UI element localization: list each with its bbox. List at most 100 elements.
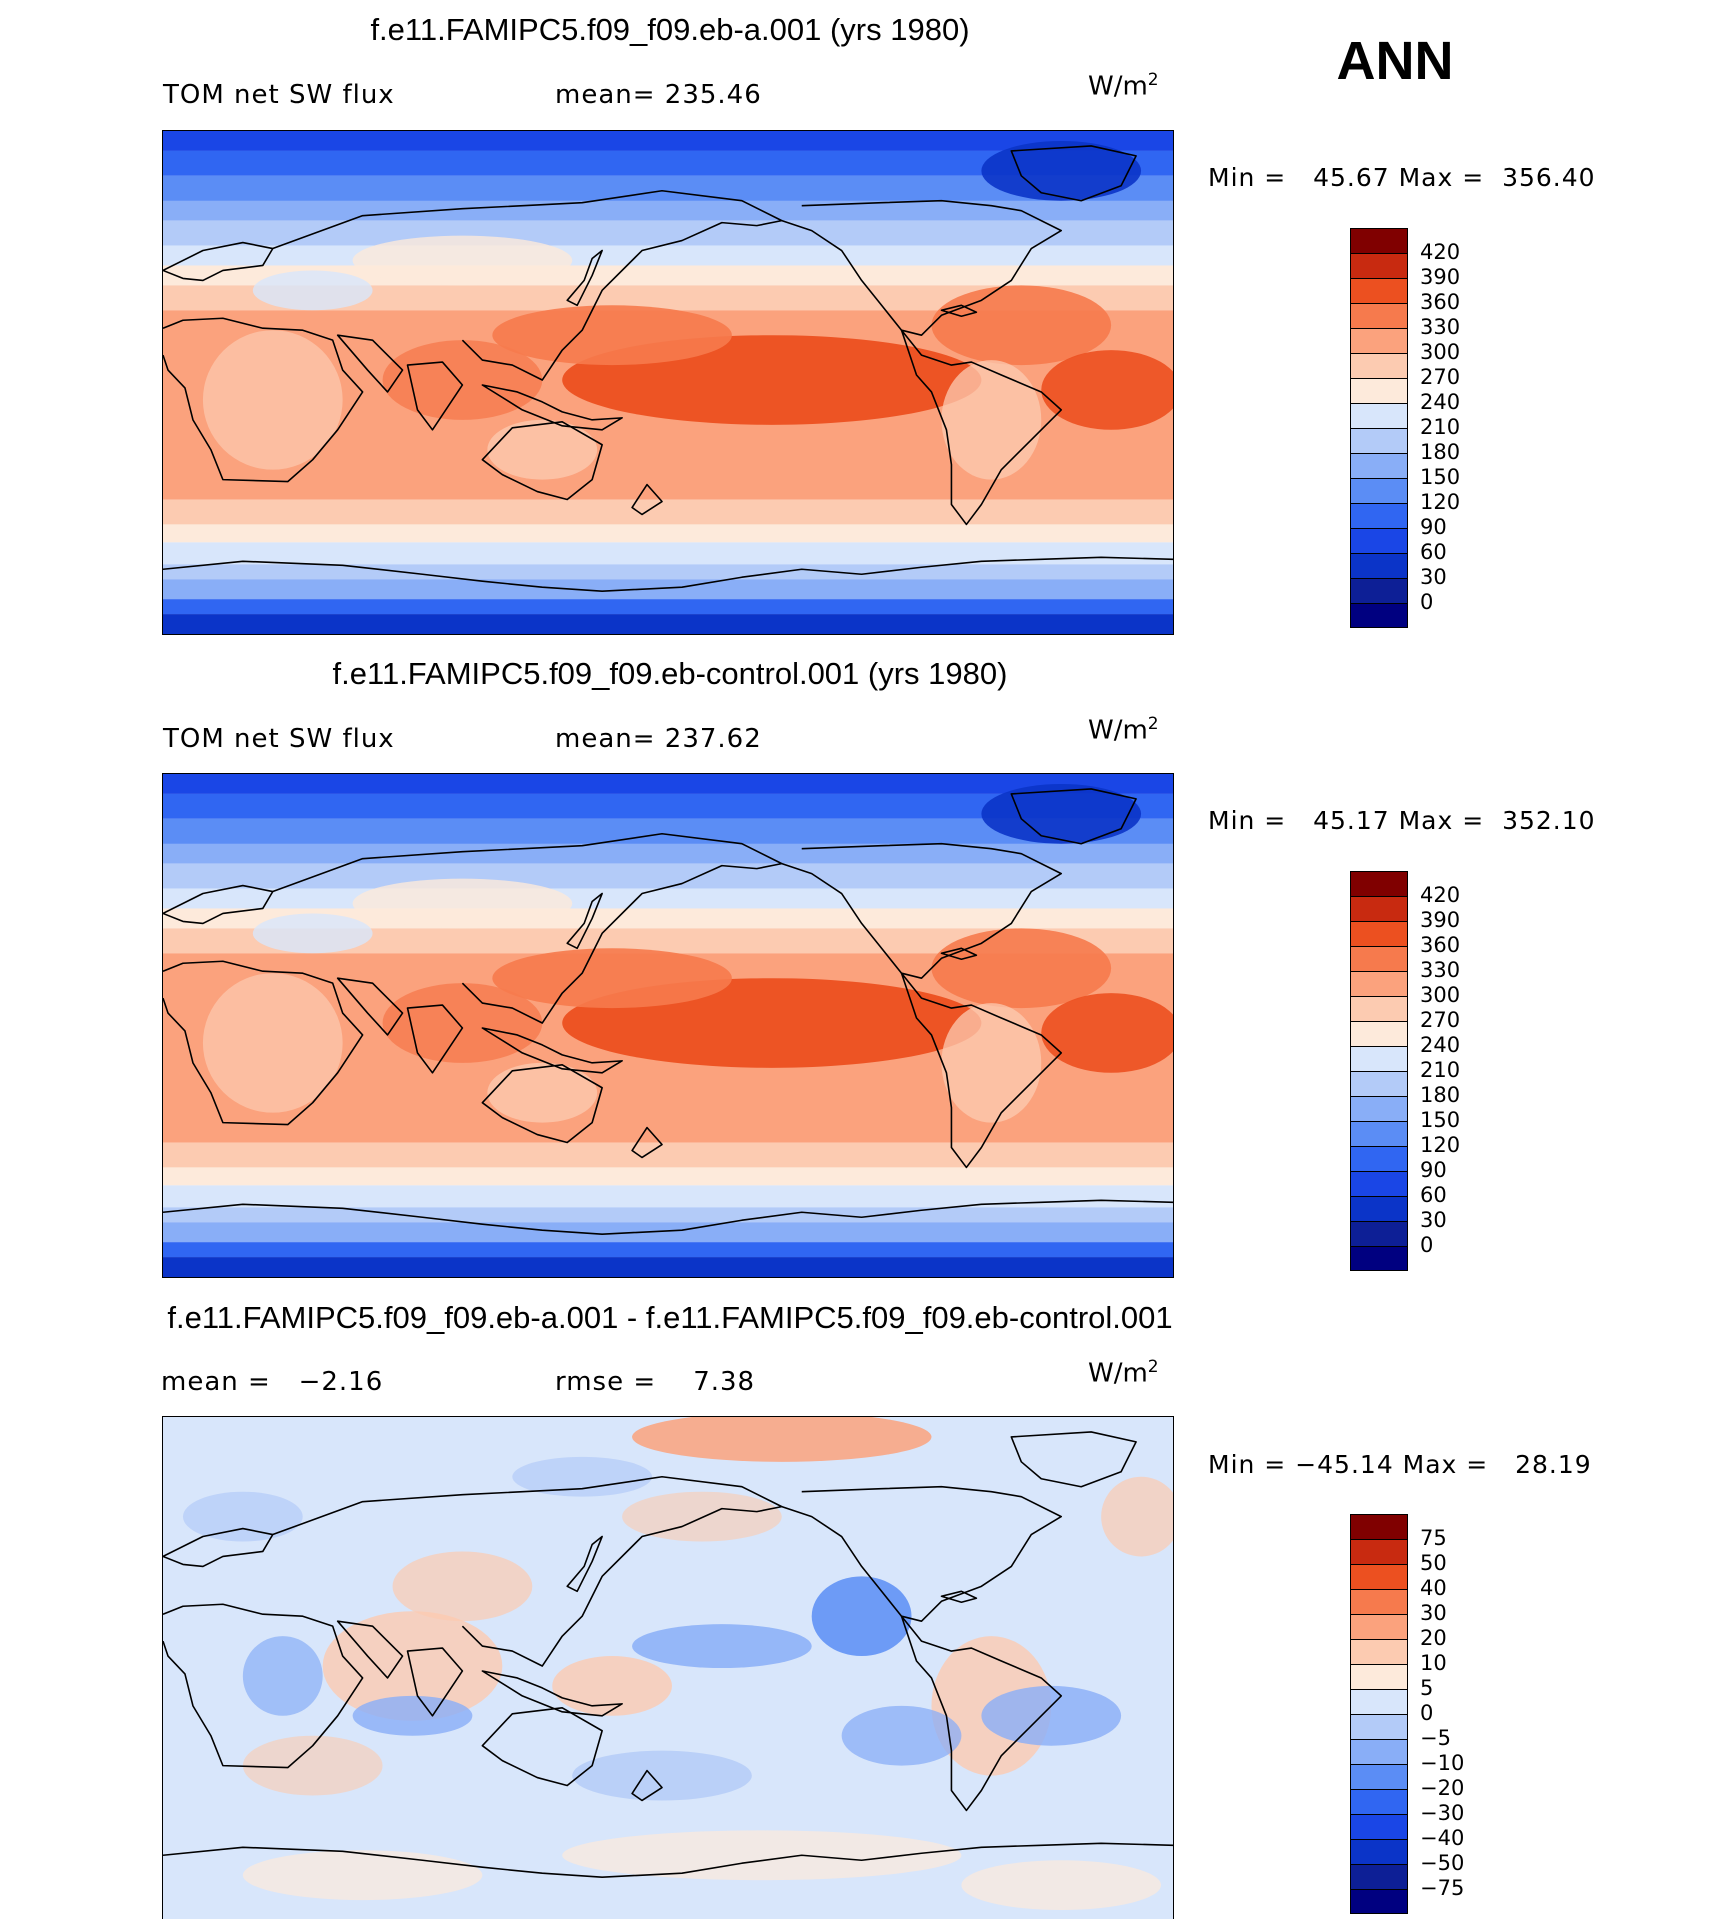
panel-2-mean-label: mean= 237.62 <box>555 724 762 754</box>
colorbar-swatch <box>1350 578 1408 603</box>
map-contour-region <box>931 285 1112 366</box>
colorbar-tick-label: 90 <box>1420 515 1447 539</box>
coastline <box>272 832 783 1024</box>
coastline <box>631 483 663 516</box>
colorbar-swatch <box>1350 921 1408 946</box>
map-contour-region <box>487 1062 598 1123</box>
panel-3-units: W/m2 <box>1088 1357 1159 1389</box>
colorbar-swatch <box>1350 1864 1408 1889</box>
colorbar-tick-label: 0 <box>1420 590 1434 614</box>
coastline <box>900 329 1063 526</box>
map-contour-region <box>1041 993 1173 1073</box>
coastline <box>631 1769 663 1802</box>
colorbar-tick-label: 330 <box>1420 958 1461 982</box>
coastline <box>163 241 274 282</box>
coastline <box>481 384 623 431</box>
colorbar-swatch <box>1350 1096 1408 1121</box>
season-label: ANN <box>1336 31 1454 91</box>
map-contour-region <box>322 1611 503 1721</box>
coastline <box>336 334 404 393</box>
coastline <box>481 1670 623 1717</box>
coastline <box>406 1647 464 1717</box>
coastline <box>163 317 364 483</box>
map-contour-region <box>492 305 732 366</box>
colorbar-tick-label: 240 <box>1420 1033 1461 1057</box>
map-contour-region <box>841 1705 962 1766</box>
panel-3-map <box>162 1416 1174 1919</box>
colorbar-tick-label: 210 <box>1420 415 1461 439</box>
colorbar-tick-label: 30 <box>1420 1601 1447 1625</box>
colorbar-swatch <box>1350 1171 1408 1196</box>
colorbar-swatch <box>1350 1514 1408 1539</box>
colorbar-swatch <box>1350 253 1408 278</box>
coastline <box>1010 145 1137 202</box>
map-contour-band <box>163 1142 1173 1168</box>
colorbar-swatch <box>1350 971 1408 996</box>
colorbar-tick-label: 40 <box>1420 1576 1447 1600</box>
map-contour-region <box>382 983 543 1063</box>
map-contour-region <box>622 1491 782 1542</box>
colorbar-swatch <box>1350 478 1408 503</box>
colorbar-tick-label: 30 <box>1420 1208 1447 1232</box>
map-contour-band <box>163 542 1173 565</box>
map-contour-region <box>552 1656 672 1716</box>
map-contour-region <box>352 1695 473 1736</box>
map-contour-region <box>941 360 1042 480</box>
colorbar-swatch <box>1350 1889 1408 1914</box>
colorbar-swatch <box>1350 871 1408 896</box>
colorbar-swatch <box>1350 1789 1408 1814</box>
coastline <box>336 1620 404 1679</box>
coastline <box>406 1004 464 1074</box>
map-contour-band <box>163 888 1173 909</box>
colorbar-swatch <box>1350 1714 1408 1739</box>
map-contour-region <box>252 913 373 954</box>
map-contour-band <box>163 774 1173 794</box>
colorbar-swatch <box>1350 1539 1408 1564</box>
colorbar-tick-label: 10 <box>1420 1651 1447 1675</box>
colorbar-tick-label: 360 <box>1420 290 1461 314</box>
colorbar-tick-label: −50 <box>1420 1851 1465 1875</box>
map-contour-region <box>981 140 1142 201</box>
coastline <box>566 892 603 950</box>
panel-2-map <box>162 773 1174 1278</box>
map-contour-region <box>382 340 543 420</box>
colorbar-tick-label: 300 <box>1420 983 1461 1007</box>
panel-3-rmse-label: rmse = 7.38 <box>555 1367 756 1397</box>
colorbar-swatch <box>1350 1121 1408 1146</box>
map-contour-region <box>242 1735 383 1796</box>
colorbar-swatch <box>1350 1564 1408 1589</box>
colorbar-tick-label: 210 <box>1420 1058 1461 1082</box>
colorbar-swatch <box>1350 528 1408 553</box>
coastline <box>781 842 1063 979</box>
colorbar-swatch <box>1350 1614 1408 1639</box>
coastline <box>631 1126 663 1159</box>
colorbar-swatch <box>1350 896 1408 921</box>
coastline <box>781 1485 1063 1622</box>
colorbar-tick-label: −10 <box>1420 1751 1465 1775</box>
panel-1-mean-label: mean= 235.46 <box>555 80 762 110</box>
coastline <box>163 1603 364 1769</box>
colorbar-swatch <box>1350 453 1408 478</box>
colorbar-swatch <box>1350 1071 1408 1096</box>
map-contour-region <box>242 1636 323 1716</box>
colorbar-tick-label: 0 <box>1420 1701 1434 1725</box>
map-contour-band <box>163 1257 1173 1277</box>
map-contour-band <box>163 599 1173 615</box>
map-contour-band <box>163 245 1173 266</box>
coastline <box>940 947 978 961</box>
colorbar-tick-label: 120 <box>1420 490 1461 514</box>
coastline <box>900 1615 1063 1812</box>
panel-2-map-canvas <box>163 774 1173 1277</box>
map-contour-band <box>163 1242 1173 1258</box>
panel-3-map-canvas <box>163 1417 1173 1919</box>
colorbar-tick-label: 30 <box>1420 565 1447 589</box>
coastline <box>940 1590 978 1604</box>
colorbar-swatch <box>1350 428 1408 453</box>
colorbar-tick-label: 390 <box>1420 265 1461 289</box>
coastline <box>272 1475 783 1667</box>
map-contour-band <box>163 1207 1173 1223</box>
coastline <box>163 884 274 925</box>
map-contour-region <box>1041 350 1173 430</box>
map-contour-band <box>163 1167 1173 1186</box>
